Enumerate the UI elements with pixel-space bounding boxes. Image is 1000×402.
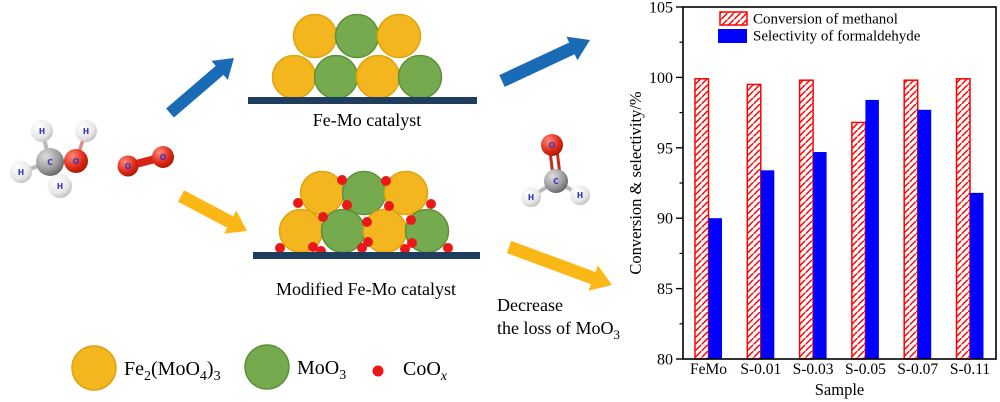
- moo3-legend-label: MoO3: [297, 357, 346, 383]
- oxygen-molecule: O O: [117, 146, 174, 177]
- bar-selectivity-FeMo: [708, 218, 722, 359]
- oxygen-atom: [152, 146, 174, 168]
- atom-label: H: [83, 127, 89, 136]
- yellow-arrow-from-modified: [506, 240, 612, 291]
- legend-swatch-selectivity: [718, 29, 747, 43]
- bar-selectivity-S-0.05: [865, 99, 879, 359]
- blue-arrow-from-femo: [499, 36, 590, 87]
- bar-conversion-S-0.05: [851, 121, 867, 360]
- atom-label: O: [160, 153, 166, 162]
- moo3-particle: [334, 13, 380, 59]
- y-tick-label-105: 105: [649, 0, 673, 17]
- atom-label: C: [553, 177, 559, 186]
- moo3-legend-swatch: [244, 344, 290, 390]
- legend-label-conversion: Conversion of methanol: [753, 12, 898, 28]
- particle-legend: Fe2(MoO4)3 MoO3 CoOx: [71, 344, 448, 391]
- x-axis-title: Sample: [815, 380, 865, 399]
- oxygen-atom: [117, 155, 139, 177]
- plot-frame: [682, 6, 997, 360]
- bar-conversion-S-0.01: [746, 83, 762, 360]
- oxygen-atom: [64, 149, 88, 173]
- modified-femo-catalyst-stack: Modified Fe-Mo catalyst: [253, 170, 480, 299]
- bar-selectivity-S-0.11: [970, 192, 984, 359]
- hydrogen-atom: [521, 187, 541, 207]
- coox-dots: [275, 175, 453, 256]
- bar-selectivity-S-0.03: [813, 152, 827, 359]
- catalyst-support-bar: [253, 252, 480, 259]
- y-tick-label-85: 85: [657, 281, 673, 298]
- fe2moo43-particle: [376, 13, 422, 59]
- yellow-arrow-to-modified: [178, 190, 247, 234]
- y-tick-label-80: 80: [657, 352, 673, 369]
- atom-label: H: [39, 127, 45, 136]
- decrease-line2: the loss of MoO3: [497, 318, 620, 342]
- y-tick-label-90: 90: [657, 211, 673, 228]
- bar-selectivity-S-0.01: [760, 170, 775, 359]
- legend-label-selectivity: Selectivity of formaldehyde: [753, 29, 921, 45]
- modified-femo-caption: Modified Fe-Mo catalyst: [276, 279, 456, 299]
- hydrogen-atom: [10, 161, 32, 183]
- x-tick-label-S-0.05: S-0.05: [845, 361, 886, 378]
- bar-conversion-S-0.11: [955, 78, 971, 360]
- atom-label: H: [57, 182, 63, 191]
- blue-arrow-to-femo: [166, 58, 234, 118]
- atom-label: C: [47, 158, 53, 167]
- y-tick-label-100: 100: [649, 70, 673, 87]
- femo-caption: Fe-Mo catalyst: [313, 110, 421, 130]
- atom-label: H: [528, 193, 534, 202]
- bar-conversion-S-0.03: [798, 79, 814, 360]
- hydrogen-atom: [48, 174, 72, 198]
- hydrogen-atom: [75, 120, 97, 142]
- hydrogen-atom: [31, 120, 53, 142]
- x-tick-label-S-0.03: S-0.03: [793, 361, 834, 378]
- bar-chart: 80 85 90 95 100 105 FeMo S-0.01 S-0.03 S-0.05 S-0.…: [630, 0, 997, 399]
- atom-label: O: [125, 162, 131, 171]
- fe2moo43-particle: [355, 54, 401, 100]
- bar-conversion-S-0.07: [903, 79, 919, 360]
- fe2moo43-particle: [383, 170, 429, 216]
- hydrogen-atom: [570, 185, 590, 205]
- carbon-atom: [36, 148, 64, 176]
- coox-legend-label: CoOx: [403, 358, 448, 384]
- bar-conversion-FeMo: [694, 78, 710, 360]
- bar-selectivity-S-0.07: [917, 109, 932, 359]
- catalyst-support-bar: [248, 97, 477, 104]
- oxygen-atom: [541, 134, 563, 156]
- decrease-line1: Decrease: [497, 295, 563, 315]
- atom-label: O: [549, 141, 555, 150]
- atom-label: O: [73, 157, 79, 166]
- coox-legend-swatch: [372, 365, 384, 377]
- fe2moo43-particle: [271, 54, 317, 100]
- decrease-annotation: Decrease the loss of MoO3: [497, 295, 620, 342]
- femo-catalyst-stack: Fe-Mo catalyst: [248, 13, 477, 130]
- x-tick-label-S-0.07: S-0.07: [897, 361, 938, 378]
- x-tick-label-S-0.11: S-0.11: [950, 361, 990, 378]
- atom-label: H: [18, 168, 24, 177]
- atom-label: H: [577, 191, 583, 200]
- moo3-particle: [313, 54, 359, 100]
- y-tick-label-95: 95: [657, 140, 673, 157]
- fe2moo43-legend-swatch: [71, 345, 117, 391]
- fe2moo43-legend-label: Fe2(MoO4)3: [124, 358, 221, 384]
- fe2moo43-particle: [292, 13, 338, 59]
- formaldehyde-molecule: O C H H: [521, 134, 590, 207]
- x-tick-label-FeMo: FeMo: [690, 361, 727, 378]
- moo3-particle: [397, 54, 443, 100]
- carbon-atom: [544, 169, 568, 193]
- fe2moo43-particle: [299, 170, 345, 216]
- legend-swatch-conversion: [719, 11, 748, 26]
- reaction-scheme-illustration: H H H H C O O O F: [10, 13, 620, 391]
- y-axis-title: Conversion & selectivity/%: [630, 91, 645, 275]
- x-tick-label-S-0.01: S-0.01: [740, 361, 781, 378]
- methanol-molecule: H H H H C O: [10, 120, 97, 198]
